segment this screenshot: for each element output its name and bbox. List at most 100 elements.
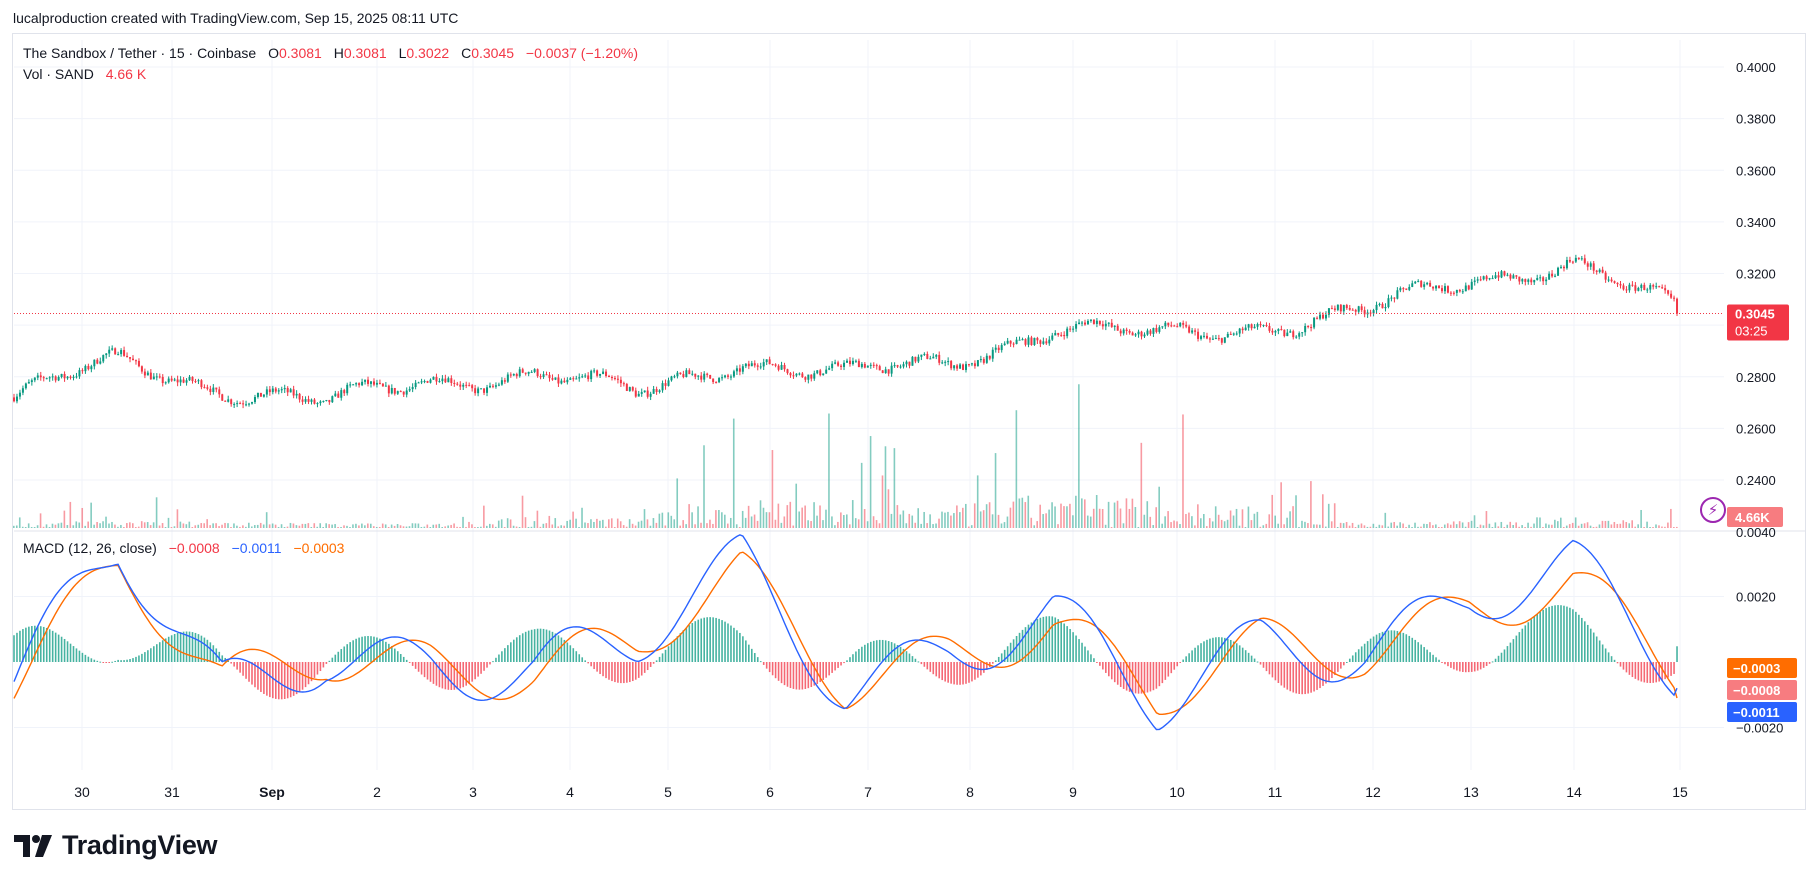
macd-hist-bar — [849, 657, 851, 662]
volume-bar — [1652, 527, 1654, 528]
macd-hist-bar — [1384, 631, 1387, 662]
high-label: H — [333, 45, 344, 61]
volume-bar — [1658, 525, 1660, 528]
macd-hist-bar — [1640, 662, 1643, 682]
signal-value: −0.0011 — [231, 540, 282, 556]
volume-bar — [982, 510, 985, 528]
candle-body — [709, 374, 712, 379]
volume-bar — [459, 527, 461, 528]
volume-bar — [1622, 520, 1625, 528]
volume-bar — [1268, 514, 1271, 528]
macd-hist-bar — [682, 630, 685, 662]
macd-hist-bar — [114, 660, 116, 662]
volume-bar — [593, 521, 595, 528]
volume-bar — [268, 524, 271, 528]
volume-bar — [622, 525, 625, 528]
volume-bar — [414, 523, 417, 528]
volume-bar — [917, 508, 919, 528]
macd-hist-bar — [721, 620, 723, 662]
candle-body — [1322, 314, 1324, 319]
candle-body — [1268, 326, 1271, 331]
macd-hist-bar — [1244, 650, 1247, 662]
candle-body — [1009, 340, 1012, 344]
volume-bar — [1449, 524, 1452, 528]
candle-body — [819, 370, 822, 376]
volume-bar — [1265, 523, 1268, 528]
volume-bar — [729, 517, 732, 528]
macd-hist-bar — [1143, 662, 1146, 694]
volume-bar — [1283, 524, 1285, 528]
volume-bar — [358, 525, 360, 528]
volume-bar — [426, 524, 429, 528]
volume-bar — [1188, 512, 1190, 528]
candle-body — [735, 368, 738, 372]
candle-body — [114, 348, 117, 355]
candle-body — [727, 375, 729, 377]
volume-bar — [1342, 523, 1345, 528]
macd-hist-bar — [777, 662, 780, 681]
volume-bar — [837, 521, 839, 528]
volume-bar — [1152, 525, 1155, 528]
time-tick-label: 11 — [1268, 784, 1283, 800]
macd-hist-bar — [182, 631, 185, 662]
candle-body — [1060, 334, 1063, 336]
volume-bar — [524, 517, 527, 528]
candle-body — [1211, 338, 1214, 340]
macd-hist-bar — [962, 662, 964, 685]
candle-body — [1432, 286, 1435, 289]
volume-bar — [616, 518, 619, 528]
volume-bar — [979, 511, 982, 528]
volume-bar — [652, 518, 655, 528]
macd-hist-bar — [1194, 647, 1196, 662]
candle-body — [851, 360, 854, 365]
volume-bar — [1366, 526, 1369, 528]
candle-body — [87, 365, 90, 370]
macd-hist-bar — [1569, 607, 1571, 662]
volume-bar — [126, 523, 128, 528]
candle-body — [712, 378, 715, 383]
lightning-icon[interactable]: ⚡ — [1700, 497, 1726, 523]
candle-body — [221, 394, 224, 401]
candle-body — [1455, 289, 1458, 293]
macd-hist-bar — [1093, 658, 1095, 662]
candle-body — [1539, 277, 1542, 279]
volume-bar — [545, 523, 548, 528]
candle-body — [608, 375, 610, 377]
price-tick-label: 0.3400 — [1736, 215, 1776, 230]
volume-bar — [1619, 523, 1622, 528]
volume-bar — [1057, 524, 1059, 528]
macd-hist-bar — [634, 662, 637, 680]
macd-hist-bar — [1316, 662, 1318, 690]
candle-body — [1072, 328, 1075, 330]
macd-hist-bar — [358, 637, 360, 662]
macd-hist-bar — [905, 651, 908, 662]
volume-bar — [637, 521, 640, 528]
candle-body — [658, 390, 661, 392]
candle-body — [994, 347, 997, 350]
candle-body — [777, 365, 780, 370]
macd-hist-bar — [399, 654, 402, 662]
macd-hist-bar — [1262, 662, 1265, 668]
candle-body — [1580, 258, 1583, 260]
macd-hist-bar — [513, 639, 515, 662]
candle-body — [1119, 330, 1122, 334]
macd-hist-bar — [1488, 662, 1491, 664]
candle-body — [1667, 290, 1670, 294]
macd-hist-bar — [453, 662, 456, 690]
volume-bar — [372, 526, 375, 528]
volume-bar — [667, 512, 670, 528]
macd-hist-bar — [569, 645, 572, 662]
macd-hist-bar — [1185, 656, 1187, 662]
candle-body — [616, 378, 619, 380]
macd-hist-bar — [334, 654, 337, 662]
macd-hist-bar — [370, 636, 372, 662]
volume-bar — [170, 527, 173, 528]
close-value: 0.3045 — [471, 45, 515, 61]
volume-bar — [1084, 499, 1086, 528]
macd-hist-bar — [655, 660, 658, 662]
candle-body — [167, 378, 170, 383]
macd-hist-bar — [1581, 617, 1583, 662]
candle-body — [1360, 306, 1363, 311]
candle-body — [1634, 285, 1637, 291]
